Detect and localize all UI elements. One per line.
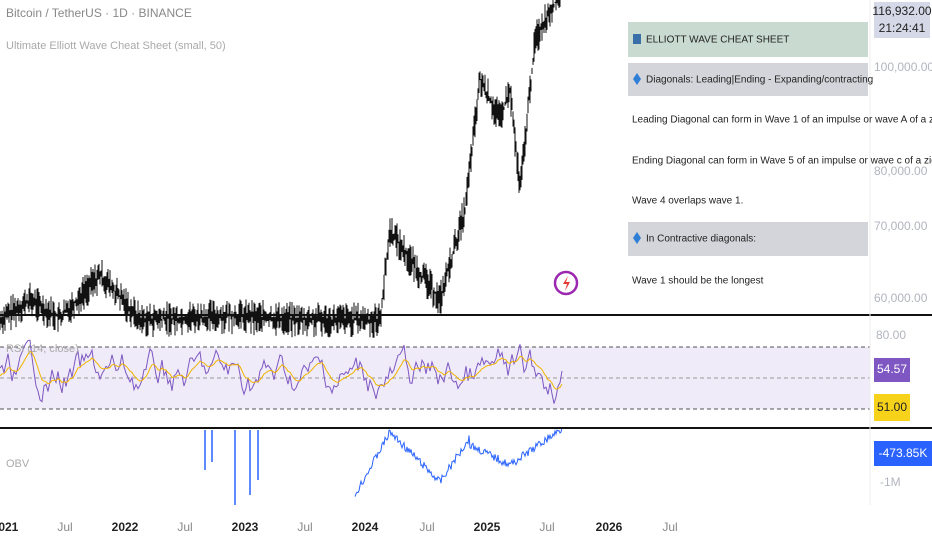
time-label: Jul bbox=[297, 520, 312, 534]
section-title: Diagonals: Leading|Ending - Expanding/co… bbox=[646, 75, 873, 86]
bolt-icon bbox=[563, 276, 570, 291]
price-label: 60,000.00 bbox=[874, 291, 928, 305]
rsi-label: RSI (14, close) bbox=[6, 343, 79, 355]
time-label: Jul bbox=[177, 520, 192, 534]
rsi-ma-box bbox=[874, 394, 910, 421]
rsi-value: 54.57 bbox=[877, 362, 907, 376]
cheat-title: ELLIOTT WAVE CHEAT SHEET bbox=[646, 35, 789, 46]
symbol-title: Bitcoin / TetherUS · 1D · BINANCE bbox=[6, 6, 192, 20]
diamond-icon bbox=[633, 73, 641, 85]
time-label: Jul bbox=[57, 520, 72, 534]
price-box bbox=[874, 2, 930, 38]
cheat-line: Wave 4 overlaps wave 1. bbox=[632, 196, 743, 207]
cheat-line: Ending Diagonal can form in Wave 5 of an… bbox=[632, 156, 932, 167]
obv-axis-label: -1M bbox=[880, 475, 901, 489]
price-label: 70,000.00 bbox=[874, 219, 928, 233]
time-label: Jul bbox=[662, 520, 677, 534]
obv-value: -473.85K bbox=[879, 446, 928, 460]
section-bg bbox=[628, 222, 868, 256]
diamond-icon bbox=[633, 232, 641, 244]
cheat-line: Wave 1 should be the longest bbox=[632, 276, 764, 287]
time-axis: 2021 Jul 2022 Jul 2023 Jul 2024 Jul 2025 Jul 2026 J… bbox=[0, 520, 678, 534]
time-label: Jul bbox=[419, 520, 434, 534]
rsi-ma-value: 51.00 bbox=[877, 400, 907, 414]
time-label: Jul bbox=[539, 520, 554, 534]
time-label: 2021 bbox=[0, 520, 19, 534]
time-label: 2025 bbox=[474, 520, 501, 534]
last-price: 116,932.00 bbox=[872, 4, 931, 18]
rsi-ma-line bbox=[0, 350, 563, 390]
rsi-line bbox=[0, 339, 563, 404]
cheat-title-bg bbox=[628, 22, 868, 57]
section-title: In Contractive diagonals: bbox=[646, 234, 756, 245]
price-candles bbox=[0, 0, 561, 338]
time-label: 2022 bbox=[112, 520, 139, 534]
time-label: 2023 bbox=[232, 520, 259, 534]
rsi-axis-label: 80.00 bbox=[876, 328, 906, 342]
obv-line bbox=[354, 427, 563, 497]
obv-value-box bbox=[874, 441, 932, 466]
book-icon bbox=[633, 34, 641, 44]
indicator-title: Ultimate Elliott Wave Cheat Sheet (small… bbox=[6, 40, 226, 52]
obv-label: OBV bbox=[6, 458, 30, 470]
price-label: 80,000.00 bbox=[874, 164, 928, 178]
cheat-line: Leading Diagonal can form in Wave 1 of a… bbox=[632, 115, 932, 126]
series-layer bbox=[0, 0, 563, 505]
rsi-value-box bbox=[874, 358, 910, 382]
price-label: 100,000.00 bbox=[874, 60, 932, 74]
time-label: 2026 bbox=[596, 520, 623, 534]
countdown: 21:24:41 bbox=[879, 21, 926, 35]
section-bg bbox=[628, 63, 868, 96]
time-label: 2024 bbox=[352, 520, 379, 534]
